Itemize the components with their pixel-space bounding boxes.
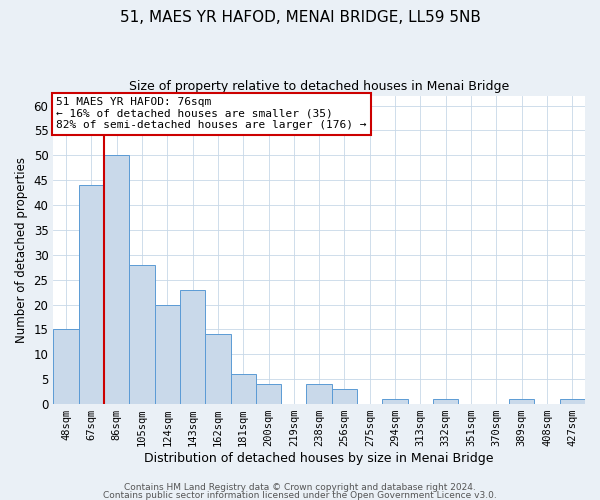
Bar [332,389,357,404]
Bar [180,290,205,404]
Bar [256,384,281,404]
Bar [307,384,332,404]
Bar [560,399,585,404]
Title: Size of property relative to detached houses in Menai Bridge: Size of property relative to detached ho… [129,80,509,93]
Bar [509,399,535,404]
Bar [230,374,256,404]
Text: 51, MAES YR HAFOD, MENAI BRIDGE, LL59 5NB: 51, MAES YR HAFOD, MENAI BRIDGE, LL59 5N… [119,10,481,25]
Text: 51 MAES YR HAFOD: 76sqm
← 16% of detached houses are smaller (35)
82% of semi-de: 51 MAES YR HAFOD: 76sqm ← 16% of detache… [56,97,367,130]
Bar [53,330,79,404]
Bar [79,185,104,404]
Text: Contains HM Land Registry data © Crown copyright and database right 2024.: Contains HM Land Registry data © Crown c… [124,484,476,492]
Text: Contains public sector information licensed under the Open Government Licence v3: Contains public sector information licen… [103,490,497,500]
Bar [129,264,155,404]
Bar [104,156,129,404]
Bar [205,334,230,404]
Y-axis label: Number of detached properties: Number of detached properties [15,157,28,343]
Bar [433,399,458,404]
X-axis label: Distribution of detached houses by size in Menai Bridge: Distribution of detached houses by size … [145,452,494,465]
Bar [155,304,180,404]
Bar [382,399,408,404]
